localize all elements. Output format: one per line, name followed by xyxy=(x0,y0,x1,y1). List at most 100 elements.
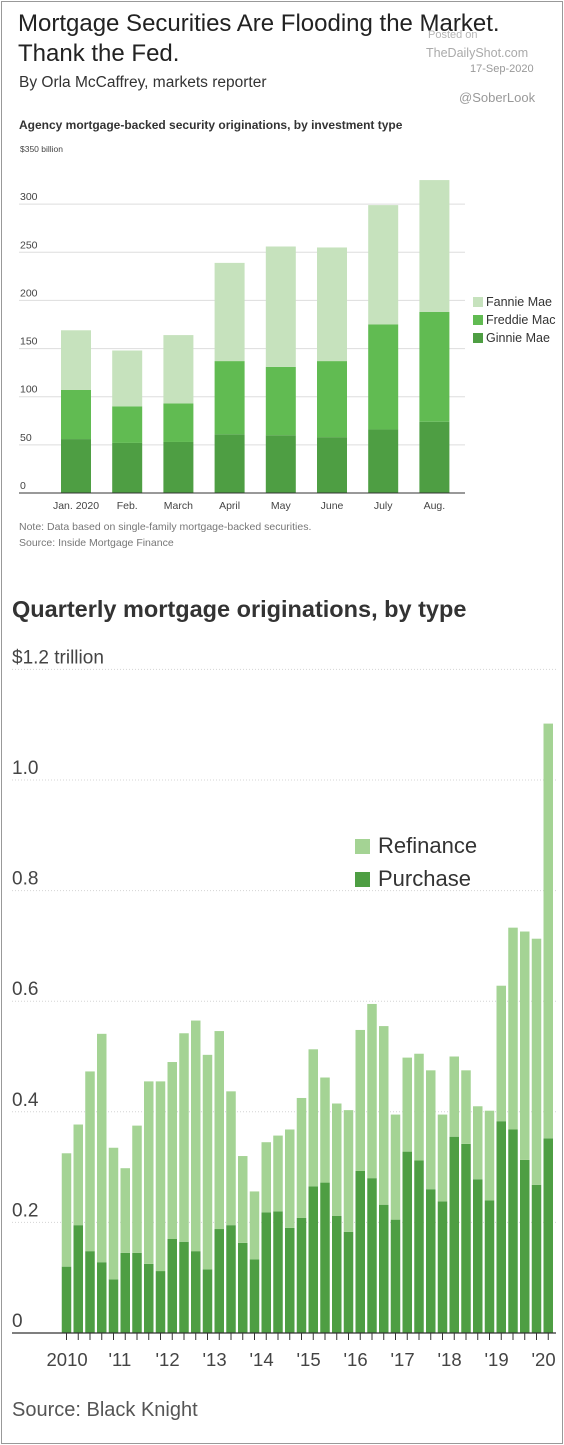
chart2-bar-purchase xyxy=(379,1204,389,1333)
chart2-bar-refinance xyxy=(332,1103,342,1216)
chart1-bar-ginnie-mae xyxy=(265,435,296,493)
chart2-bar-refinance xyxy=(191,1020,201,1252)
chart2-bar-refinance xyxy=(426,1070,436,1190)
chart2-year-label: '13 xyxy=(203,1349,227,1370)
chart2-bar-purchase xyxy=(402,1151,412,1333)
chart2-bar-refinance xyxy=(437,1114,448,1202)
chart1-ytick-label: 150 xyxy=(20,336,38,348)
chart1-source: Source: Inside Mortgage Finance xyxy=(19,537,174,549)
chart2-year-label: '11 xyxy=(109,1349,132,1370)
chart2-bar-refinance xyxy=(508,927,518,1130)
chart2-bar-purchase xyxy=(367,1178,377,1333)
chart1-ytick-label: 100 xyxy=(20,384,38,396)
chart2-year-label: '19 xyxy=(485,1349,509,1370)
chart1-bar-ginnie-mae xyxy=(163,441,194,493)
chart2-bar-purchase xyxy=(508,1129,518,1333)
chart2-bar-purchase xyxy=(296,1217,307,1333)
chart2-year-label: '20 xyxy=(532,1349,556,1370)
chart2-bar-refinance xyxy=(155,1081,166,1272)
chart2-bar-purchase xyxy=(343,1231,354,1333)
chart1-bar-freddie-mac xyxy=(163,403,194,442)
chart2-bar-purchase xyxy=(61,1266,72,1333)
chart1-bar-freddie-mac xyxy=(112,406,143,443)
chart2-bar-purchase xyxy=(132,1252,142,1333)
chart1-bar-ginnie-mae xyxy=(317,437,347,493)
chart1-bar-ginnie-mae xyxy=(112,442,143,493)
chart2-bar-refinance xyxy=(249,1191,260,1260)
chart1-bar-freddie-mac xyxy=(61,389,91,440)
chart2-bar-purchase xyxy=(273,1211,283,1333)
chart1-xtick-label: Jan. 2020 xyxy=(53,500,99,512)
chart1-legend-label: Freddie Mac xyxy=(486,313,555,327)
chart2-legend-swatch xyxy=(355,872,370,887)
chart2-bar-refinance xyxy=(484,1110,495,1201)
chart2-year-label: '12 xyxy=(156,1349,180,1370)
chart1-bar-fannie-mae xyxy=(163,335,194,404)
chart2-year-label: '16 xyxy=(344,1349,368,1370)
chart1-bar-ginnie-mae xyxy=(214,434,245,493)
chart1-bar-ginnie-mae xyxy=(368,429,399,493)
chart1-legend-swatch xyxy=(473,297,483,307)
chart2-bar-purchase xyxy=(261,1212,271,1333)
chart2-year-label: '14 xyxy=(250,1349,274,1370)
chart1-xtick-label: Aug. xyxy=(424,500,446,512)
chart2-bar-purchase xyxy=(531,1184,542,1333)
chart1-xtick-label: April xyxy=(219,500,240,512)
chart1-title: Agency mortgage-backed security originat… xyxy=(19,118,403,132)
chart2-bar-refinance xyxy=(261,1142,271,1213)
chart2-bar-purchase xyxy=(332,1215,342,1333)
chart2-bar-purchase xyxy=(449,1136,459,1333)
chart1-xtick-label: June xyxy=(321,500,344,512)
chart2-legend-label: Purchase xyxy=(378,866,471,891)
chart1-bar-fannie-mae xyxy=(265,246,296,367)
chart2-bar-purchase xyxy=(320,1182,330,1333)
headline: Mortgage Securities Are Flooding the Mar… xyxy=(18,10,500,67)
chart1-ytick-label: 50 xyxy=(20,432,32,444)
chart1-legend-label: Fannie Mae xyxy=(486,295,552,309)
chart1-xtick-label: March xyxy=(164,500,193,512)
chart2-bar-refinance xyxy=(461,1070,471,1144)
chart2-bar-purchase xyxy=(144,1263,154,1333)
chart2-ytick-label: 0.6 xyxy=(12,979,38,1000)
chart2-ytick-label: 1.0 xyxy=(12,758,38,779)
chart1-xtick-label: July xyxy=(374,500,393,512)
chart2-ytick-label: 0.8 xyxy=(12,869,38,890)
chart2-source: Source: Black Knight xyxy=(12,1399,198,1421)
chart1-legend-swatch xyxy=(473,315,483,325)
chart2-bar-purchase xyxy=(238,1242,248,1333)
chart1-bar-freddie-mac xyxy=(214,361,245,435)
watermark-handle: @SoberLook xyxy=(459,90,536,105)
chart2-title: Quarterly mortgage originations, by type xyxy=(12,596,467,622)
chart2-bar-refinance xyxy=(531,938,542,1185)
chart2-bar-refinance xyxy=(402,1057,412,1152)
chart2-bar-purchase xyxy=(355,1170,365,1333)
chart2-bar-refinance xyxy=(273,1135,283,1212)
chart2-bar-purchase xyxy=(167,1238,177,1333)
chart2-bar-purchase xyxy=(414,1160,424,1333)
chart2-ytick-label: $1.2 trillion xyxy=(12,647,104,668)
chart1-bar-fannie-mae xyxy=(368,205,399,325)
chart2-year-label: '15 xyxy=(297,1349,321,1370)
chart2-bar-purchase xyxy=(520,1159,530,1333)
chart2-bar-purchase xyxy=(191,1251,201,1333)
chart1-bar-ginnie-mae xyxy=(419,421,450,493)
chart2-bar-refinance xyxy=(226,1091,236,1226)
chart2-legend-swatch xyxy=(355,839,370,854)
chart2-year-label: 2010 xyxy=(47,1349,88,1370)
chart1-legend-label: Ginnie Mae xyxy=(486,331,550,345)
chart2-bar-refinance xyxy=(390,1114,401,1220)
chart2-bar-refinance xyxy=(202,1054,213,1270)
chart2-bar-purchase xyxy=(249,1259,260,1333)
chart1-bar-fannie-mae xyxy=(317,247,347,362)
chart2-bar-refinance xyxy=(520,931,530,1160)
chart1-bar-fannie-mae xyxy=(112,350,143,407)
chart2-bar-refinance xyxy=(496,985,506,1122)
chart2-bar-refinance xyxy=(473,1106,483,1180)
chart1-legend-swatch xyxy=(473,333,483,343)
chart2-bar-refinance xyxy=(449,1056,459,1137)
chart1-xtick-label: May xyxy=(271,500,292,512)
chart2-bar-purchase xyxy=(496,1121,506,1333)
watermark-posted: Posted on xyxy=(428,29,478,41)
